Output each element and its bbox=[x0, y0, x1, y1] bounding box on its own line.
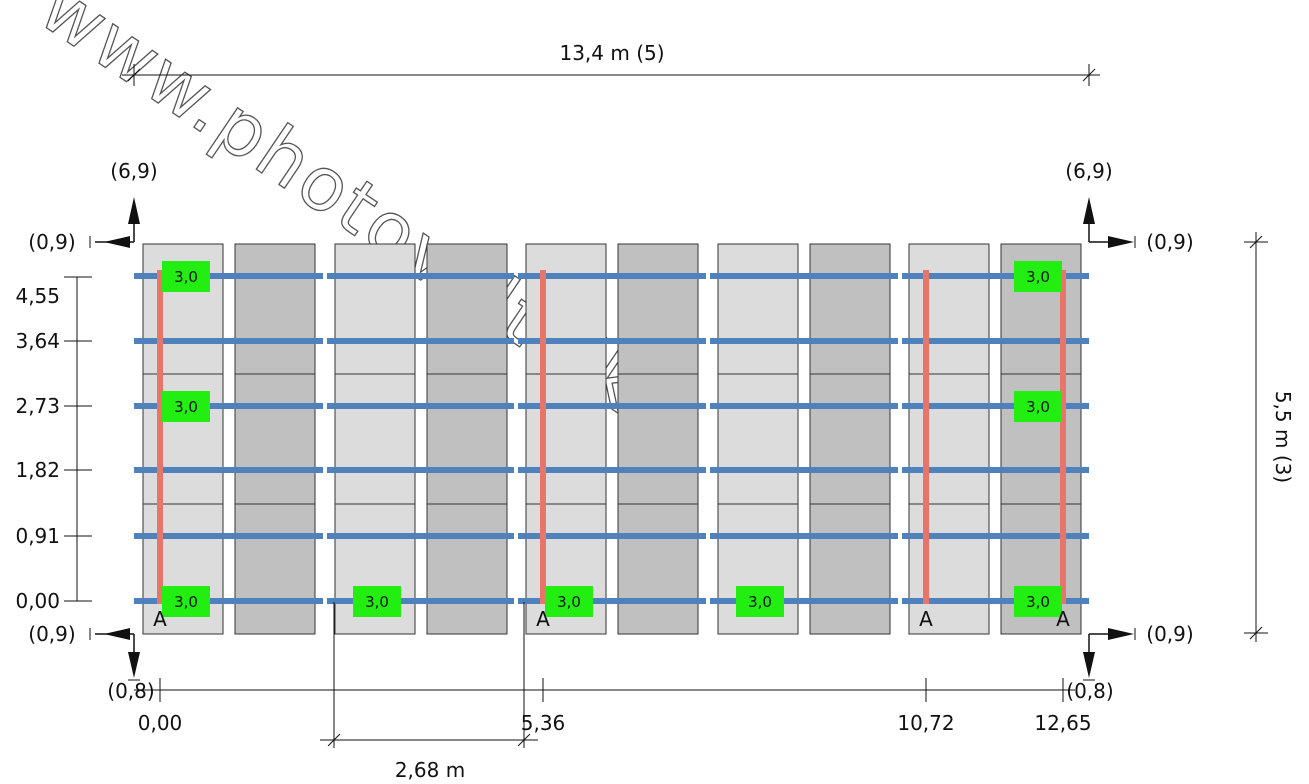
pv-module bbox=[810, 504, 890, 634]
clearance-bottom-left: (0,9) (0,8) bbox=[28, 622, 154, 703]
pv-module bbox=[235, 244, 315, 374]
pv-module bbox=[427, 504, 507, 634]
pv-module bbox=[618, 244, 698, 374]
load-tag-label: 3,0 bbox=[365, 593, 389, 611]
pv-module bbox=[235, 374, 315, 504]
pv-module bbox=[235, 504, 315, 634]
position-label: 10,72 bbox=[897, 711, 954, 735]
level-label: 4,55 bbox=[15, 284, 60, 308]
pv-module bbox=[909, 244, 989, 374]
load-tag-label: 3,0 bbox=[174, 593, 198, 611]
height-dimension-label: 5,5 m (3) bbox=[1271, 391, 1295, 483]
pv-module bbox=[718, 244, 798, 374]
load-tag-label: 3,0 bbox=[1026, 268, 1050, 286]
pv-module bbox=[909, 374, 989, 504]
spacing-dimension-label: 2,68 m bbox=[395, 758, 465, 782]
clearance-top-right: (6,9) (0,9) bbox=[1065, 159, 1193, 254]
position-label: 0,00 bbox=[138, 711, 183, 735]
level-label: 0,91 bbox=[15, 524, 60, 548]
clearance-bottom-right: (0,9) (0,8) bbox=[1066, 622, 1193, 703]
load-tag-label: 3,0 bbox=[1026, 593, 1050, 611]
pv-module bbox=[526, 244, 606, 374]
pv-module bbox=[618, 504, 698, 634]
anchor-label: A bbox=[1056, 607, 1070, 631]
width-dimension: 13,4 m (5) bbox=[122, 41, 1100, 86]
load-tag-label: 3,0 bbox=[174, 268, 198, 286]
pv-module bbox=[427, 244, 507, 374]
clearance-label-bottom-left-horizontal: (0,9) bbox=[28, 622, 75, 646]
pv-module bbox=[810, 244, 890, 374]
pv-module bbox=[718, 374, 798, 504]
rail-level-axis: 4,55 3,64 2,73 1,82 0,91 0,00 bbox=[15, 277, 92, 613]
clearance-label-bottom-right-vertical: (0,8) bbox=[1066, 679, 1113, 703]
load-tag-label: 3,0 bbox=[1026, 398, 1050, 416]
clearance-label-top-right-horizontal: (0,9) bbox=[1146, 230, 1193, 254]
load-tag-label: 3,0 bbox=[748, 593, 772, 611]
anchor-label: A bbox=[153, 607, 167, 631]
pv-module bbox=[335, 244, 415, 374]
pv-module bbox=[526, 374, 606, 504]
pv-module bbox=[335, 374, 415, 504]
clearance-top-left: (6,9) (0,9) bbox=[28, 159, 157, 254]
anchor-label: A bbox=[919, 607, 933, 631]
pv-module bbox=[427, 374, 507, 504]
clearance-label-top-left-horizontal: (0,9) bbox=[28, 230, 75, 254]
pv-module bbox=[618, 374, 698, 504]
clearance-label-bottom-left-vertical: (0,8) bbox=[107, 679, 154, 703]
clearance-label-top-left-vertical: (6,9) bbox=[110, 159, 157, 183]
position-label: 12,65 bbox=[1034, 711, 1091, 735]
load-tag-label: 3,0 bbox=[174, 398, 198, 416]
clearance-label-top-right-vertical: (6,9) bbox=[1065, 159, 1112, 183]
anchor-label: A bbox=[536, 607, 550, 631]
position-label: 5,36 bbox=[521, 711, 566, 735]
x-position-axis: 0,00 5,36 10,72 12,65 bbox=[134, 678, 1092, 735]
level-label: 1,82 bbox=[15, 458, 60, 482]
load-tag-label: 3,0 bbox=[557, 593, 581, 611]
clearance-label-bottom-right-horizontal: (0,9) bbox=[1146, 622, 1193, 646]
level-label: 3,64 bbox=[15, 329, 60, 353]
module-grid bbox=[143, 244, 1081, 634]
width-dimension-label: 13,4 m (5) bbox=[559, 41, 664, 65]
level-label: 0,00 bbox=[15, 589, 60, 613]
height-dimension: 5,5 m (3) bbox=[1244, 232, 1295, 642]
level-label: 2,73 bbox=[15, 394, 60, 418]
pv-module bbox=[810, 374, 890, 504]
